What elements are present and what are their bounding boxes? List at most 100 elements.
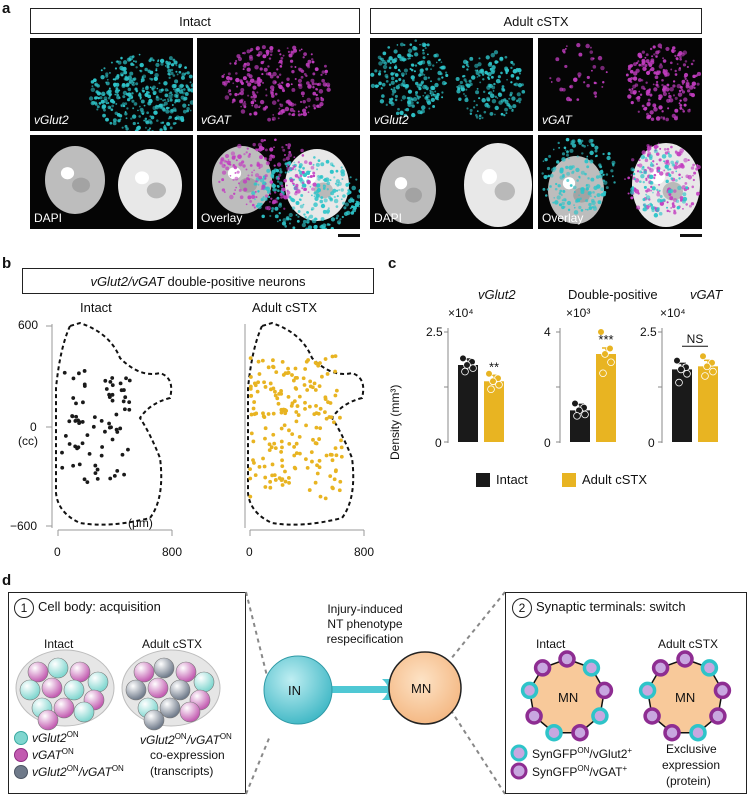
fluorescence-spot <box>674 108 679 113</box>
fluorescence-spot <box>323 178 328 182</box>
fluorescence-spot <box>130 62 134 66</box>
fluorescence-spot <box>634 83 639 87</box>
neuron-dot <box>275 396 280 401</box>
fluorescence-spot <box>236 85 239 88</box>
fluorescence-spot <box>279 65 283 68</box>
neuron-dot <box>107 421 111 426</box>
fluorescence-spot <box>295 183 299 188</box>
fluorescence-spot <box>309 174 313 178</box>
fluorescence-spot <box>682 108 684 111</box>
fluorescence-spot <box>276 162 282 167</box>
fluorescence-spot <box>576 198 581 203</box>
fluorescence-spot <box>541 172 544 175</box>
neuron-dot <box>297 394 302 399</box>
fluorescence-spot <box>668 94 672 99</box>
fluorescence-spot <box>149 115 152 118</box>
fluorescence-spot <box>302 111 308 117</box>
fluorescence-spot <box>174 116 178 121</box>
fluorescence-spot <box>258 78 263 83</box>
fluorescence-spot <box>243 51 246 55</box>
fluorescence-spot <box>281 146 284 149</box>
fluorescence-spot <box>262 196 265 199</box>
fluorescence-spot <box>435 95 439 99</box>
fluorescence-spot <box>229 161 232 163</box>
fluorescence-spot <box>270 91 274 95</box>
neuron-dot <box>324 453 329 458</box>
fluorescence-spot <box>172 88 175 91</box>
fluorescence-spot <box>645 195 651 200</box>
fluorescence-spot <box>135 82 139 86</box>
neuron-dot <box>110 383 115 388</box>
fluorescence-spot <box>666 201 669 204</box>
fluorescence-spot <box>561 201 565 206</box>
fluorescence-spot <box>561 205 565 210</box>
fluorescence-spot <box>408 96 411 100</box>
fluorescence-spot <box>265 94 268 97</box>
fluorescence-spot <box>414 52 419 57</box>
fluorescence-spot <box>503 114 506 117</box>
fluorescence-spot <box>279 103 284 108</box>
fluorescence-spot <box>288 222 291 225</box>
fluorescence-spot <box>156 119 159 122</box>
fluorescence-spot <box>627 64 632 69</box>
fluorescence-spot <box>166 62 170 67</box>
fluorescence-spot <box>147 69 151 73</box>
fluorescence-spot <box>672 94 676 97</box>
fluorescence-spot <box>264 197 268 201</box>
fluorescence-spot <box>512 104 517 109</box>
fluorescence-spot <box>150 115 155 120</box>
fluorescence-spot <box>315 87 318 91</box>
fluorescence-spot <box>692 59 695 62</box>
fluorescence-spot <box>418 83 422 87</box>
fluorescence-spot <box>478 117 482 120</box>
fluorescence-spot <box>560 193 563 197</box>
fluorescence-spot <box>633 178 636 181</box>
neuron-dot <box>92 415 97 420</box>
neuron-dot <box>252 400 257 404</box>
fluorescence-spot <box>662 57 664 60</box>
fluorescence-spot <box>501 85 505 88</box>
xtick-label-0-right: 0 <box>246 545 253 559</box>
fluorescence-spot <box>510 73 515 78</box>
fluorescence-spot <box>322 223 327 228</box>
fluorescence-spot <box>685 203 688 206</box>
fluorescence-spot <box>149 72 152 75</box>
fluorescence-spot <box>393 65 398 70</box>
fluorescence-spot <box>658 64 664 69</box>
fluorescence-spot <box>276 180 280 183</box>
fluorescence-spot <box>675 73 678 76</box>
fluorescence-spot <box>232 178 235 181</box>
fluorescence-spot <box>588 138 594 144</box>
fluorescence-spot <box>654 75 659 80</box>
fluorescence-spot <box>410 63 415 67</box>
fluorescence-spot <box>652 191 654 194</box>
fluorescence-spot <box>505 112 508 115</box>
fluorescence-spot <box>655 71 660 76</box>
fluorescence-spot <box>114 93 117 96</box>
fluorescence-spot <box>394 94 398 98</box>
fluorescence-spot <box>303 213 306 216</box>
neuron-dot <box>323 395 328 400</box>
fluorescence-spot <box>349 207 352 210</box>
fluorescence-spot <box>664 160 669 165</box>
fluorescence-spot <box>581 144 584 147</box>
neuron-dot <box>339 445 344 450</box>
cell-body-intact-label: Intact <box>44 637 74 651</box>
fluorescence-spot <box>647 149 650 153</box>
fluorescence-spot <box>562 190 566 194</box>
fluorescence-spot <box>285 100 290 104</box>
fluorescence-spot <box>278 73 282 76</box>
fluorescence-spot <box>640 174 645 179</box>
fluorescence-spot <box>264 148 268 152</box>
fluorescence-spot <box>581 152 584 155</box>
fluorescence-spot <box>251 104 254 107</box>
fluorescence-spot <box>228 92 232 96</box>
fluorescence-spot <box>261 214 265 219</box>
fluorescence-spot <box>311 218 317 224</box>
fluorescence-spot <box>253 198 257 201</box>
fluorescence-spot <box>554 187 558 191</box>
fluorescence-spot <box>302 56 305 59</box>
fluorescence-spot <box>336 214 340 218</box>
fluorescence-spot <box>558 146 561 149</box>
fluorescence-spot <box>660 47 662 49</box>
